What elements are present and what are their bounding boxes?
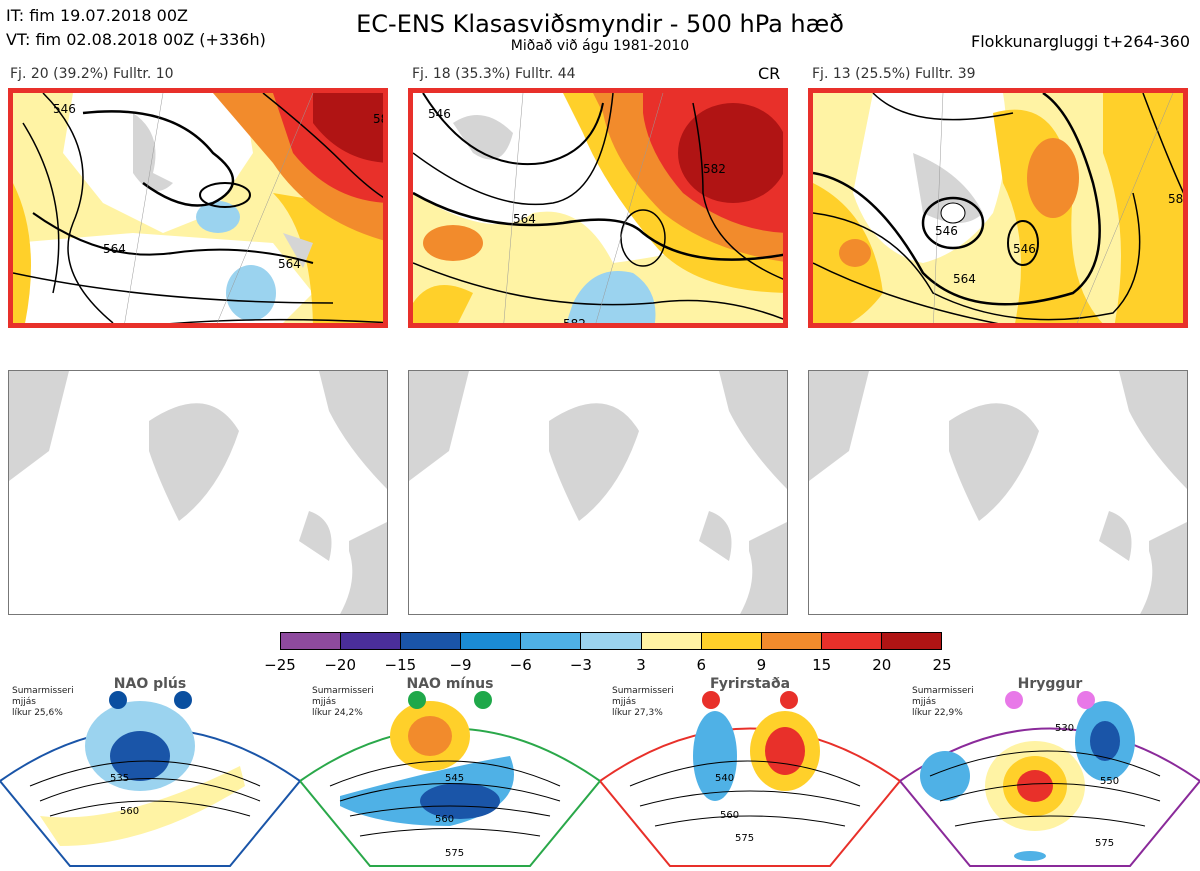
colorbar-tick-label: 6 [696, 656, 707, 674]
classification-window: Flokkunargluggi t+264-360 [971, 32, 1190, 51]
p2-contour-label: 582 [563, 317, 586, 328]
colorbar-tick-label: −15 [384, 656, 417, 674]
page-title: EC-ENS Klasasviðsmyndir - 500 hPa hæð [356, 10, 844, 38]
regime-nao-plus: 535 560 NAO plús Sumarmisseri mjjás líkur … [0, 676, 300, 871]
p1-contour-label: 564 [103, 242, 126, 256]
colorbar [280, 632, 942, 650]
colorbar-tick-label: 15 [812, 656, 832, 674]
colorbar-swatch [281, 633, 342, 649]
p2-contour-label: 564 [513, 212, 536, 226]
blocking-label: 560 [720, 810, 739, 821]
regime-ridge: 530 550 575 Hryggur Sumarmisseri mjjás lík… [900, 676, 1200, 871]
p2-contour-label: 546 [428, 107, 451, 121]
cluster-map-1: 546 564 564 582 [8, 88, 388, 328]
colorbar-tick-label: 3 [636, 656, 646, 674]
regime-title: Fyrirstaða [709, 676, 791, 692]
p3-contour-label: 582 [1168, 192, 1188, 206]
colorbar-swatch [701, 633, 762, 649]
ridge-label: 530 [1055, 723, 1074, 734]
p3-contour-label: 546 [1013, 242, 1036, 256]
regime-note: Sumarmisseri mjjás líkur 27,3% [612, 686, 674, 718]
p1-contour-label: 546 [53, 102, 76, 116]
regime-title: Hryggur [1017, 676, 1083, 692]
colorbar-tick-label: −6 [509, 656, 532, 674]
regime-note: Sumarmisseri mjjás líkur 24,2% [312, 686, 374, 718]
colorbar-swatch [821, 633, 882, 649]
page-subtitle: Miðað við águ 1981-2010 [510, 38, 690, 54]
regime-title: NAO plús [113, 676, 187, 692]
p2-contour-label: 582 [703, 162, 726, 176]
colorbar-swatch [341, 633, 402, 649]
nao-minus-label: 575 [445, 848, 464, 859]
p1-contour-label: 564 [278, 257, 301, 271]
colorbar-tick-label: −20 [324, 656, 356, 674]
colorbar-swatch [761, 633, 822, 649]
p3-contour-label: 564 [953, 272, 976, 286]
colorbar-swatch [521, 633, 582, 649]
colorbar-tick-label: −3 [569, 656, 592, 674]
cluster-map-3: 546 546 564 582 [808, 88, 1188, 328]
base-map-1 [8, 370, 388, 615]
regime-note: Sumarmisseri mjjás líkur 22,9% [912, 686, 974, 718]
nao-plus-label: 535 [110, 773, 129, 784]
colorbar-tick-label: 20 [872, 656, 892, 674]
nao-minus-label: 560 [435, 814, 454, 825]
p3-contour-label: 546 [935, 224, 958, 238]
blocking-label: 540 [715, 773, 734, 784]
panel-2-tag: CR [758, 64, 781, 83]
colorbar-swatch [401, 633, 462, 649]
panel-2-label: Fj. 18 (35.3%) Fulltr. 44 [412, 66, 576, 82]
regime-title: NAO mínus [406, 676, 494, 692]
nao-minus-label: 545 [445, 773, 464, 784]
base-map-2 [408, 370, 788, 615]
base-map-3 [808, 370, 1188, 615]
init-time: IT: fim 19.07.2018 00Z [6, 6, 188, 25]
regime-blocking: 540 560 575 Fyrirstaða Sumarmisseri mjjás… [600, 676, 900, 871]
colorbar-ticks: −25 −20 −15 −9 −6 −3 3 6 9 15 20 25 [264, 656, 951, 676]
colorbar-swatch [461, 633, 522, 649]
p1-contour-label: 582 [373, 112, 388, 126]
colorbar-tick-label: 25 [932, 656, 952, 674]
colorbar-swatch [881, 633, 942, 649]
ridge-label: 575 [1095, 838, 1114, 849]
blocking-label: 575 [735, 833, 754, 844]
colorbar-tick-label: −25 [264, 656, 296, 674]
regime-nao-minus: 545 560 575 NAO mínus Sumarmisseri mjjás l… [300, 676, 600, 871]
panel-3-label: Fj. 13 (25.5%) Fulltr. 39 [812, 66, 976, 82]
valid-time: VT: fim 02.08.2018 00Z (+336h) [6, 30, 266, 49]
colorbar-tick-label: 9 [756, 656, 767, 674]
colorbar-tick-label: −9 [449, 656, 472, 674]
colorbar-swatch [641, 633, 702, 649]
cluster-map-2: 546 564 582 582 [408, 88, 788, 328]
panel-1-label: Fj. 20 (39.2%) Fulltr. 10 [10, 66, 174, 82]
nao-plus-label: 560 [120, 806, 139, 817]
colorbar-swatch [581, 633, 642, 649]
ridge-label: 550 [1100, 776, 1119, 787]
regime-note: Sumarmisseri mjjás líkur 25,6% [12, 686, 74, 718]
